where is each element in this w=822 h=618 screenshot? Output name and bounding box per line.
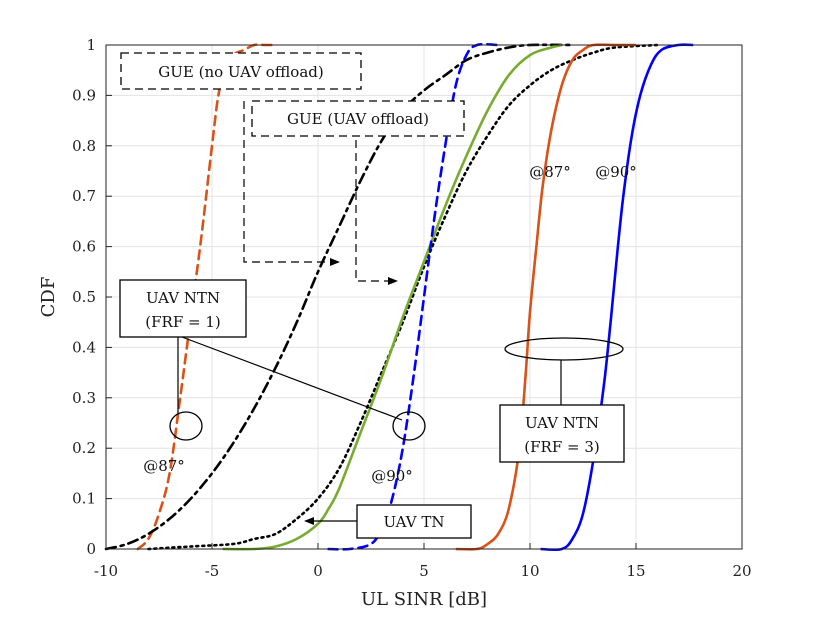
y-tick-label: 0.5 (72, 288, 96, 306)
x-tick-label: 0 (313, 562, 323, 580)
y-axis-ticks: 0 0.1 0.2 0.3 0.4 0.5 0.6 0.7 0.8 0.9 1 (72, 36, 112, 558)
arrowhead-icon (304, 517, 314, 525)
y-tick-label: 0 (86, 540, 96, 558)
at90-mid-label: @90° (371, 467, 413, 485)
ntn-frf1-box (119, 279, 247, 338)
uav-tn-label: UAV TN (384, 513, 445, 531)
x-tick-label: -5 (205, 562, 220, 580)
ntn-frf1-ellipse-87 (169, 411, 203, 441)
y-tick-label: 0.1 (72, 490, 96, 508)
x-tick-label: -10 (94, 562, 118, 580)
gue-offload-connector-left (243, 101, 330, 263)
ntn-frf1-label-line1: UAV NTN (146, 289, 220, 307)
series-line (540, 43, 694, 552)
y-tick-label: 0.8 (72, 137, 96, 155)
y-tick-label: 0.9 (72, 86, 96, 104)
y-tick-label: 0.4 (72, 338, 96, 356)
arrowhead-icon (330, 258, 340, 266)
y-tick-label: 1 (86, 36, 96, 54)
y-tick-label: 0.3 (72, 389, 96, 407)
series-line (136, 43, 277, 551)
x-tick-label: 10 (520, 562, 539, 580)
series-line (222, 43, 563, 551)
annotations: GUE (no UAV offload) GUE (UAV offload) U… (119, 52, 637, 539)
data-series (104, 42, 694, 552)
gue-offload-label: GUE (UAV offload) (287, 110, 429, 128)
ntn-frf1-ellipse-90 (392, 411, 426, 441)
at87-left-label: @87° (143, 457, 185, 475)
ntn-frf3-ellipse (504, 337, 624, 361)
uav-tn-box (356, 504, 472, 539)
y-tick-label: 0.7 (72, 187, 96, 205)
gue-offload-box (251, 100, 465, 137)
arrowhead-icon (388, 277, 398, 285)
ntn-frf1-leader-right (181, 336, 403, 421)
at87-right-label: @87° (529, 163, 571, 181)
gue-no-offload-label: GUE (no UAV offload) (158, 63, 323, 81)
series-line (147, 43, 659, 551)
x-tick-label: 5 (419, 562, 429, 580)
ntn-frf1-label-line2: (FRF = 1) (145, 313, 220, 331)
at90-right-label: @90° (595, 163, 637, 181)
ntn-frf3-label-line2: (FRF = 3) (524, 438, 599, 456)
gue-no-offload-box (120, 52, 362, 90)
ntn-frf3-box (499, 404, 625, 463)
x-axis-ticks: -10 -5 0 5 10 15 20 (94, 543, 752, 580)
series-line (455, 43, 636, 551)
series-line (104, 43, 574, 551)
x-axis-label: UL SINR [dB] (361, 589, 487, 610)
ntn-frf3-label-line1: UAV NTN (525, 414, 599, 432)
series-line (327, 42, 500, 551)
y-tick-label: 0.6 (72, 238, 96, 256)
y-tick-label: 0.2 (72, 439, 96, 457)
x-tick-label: 15 (626, 562, 645, 580)
gue-offload-connector-right (355, 140, 388, 282)
x-tick-label: 20 (732, 562, 751, 580)
y-axis-label: CDF (38, 277, 59, 318)
